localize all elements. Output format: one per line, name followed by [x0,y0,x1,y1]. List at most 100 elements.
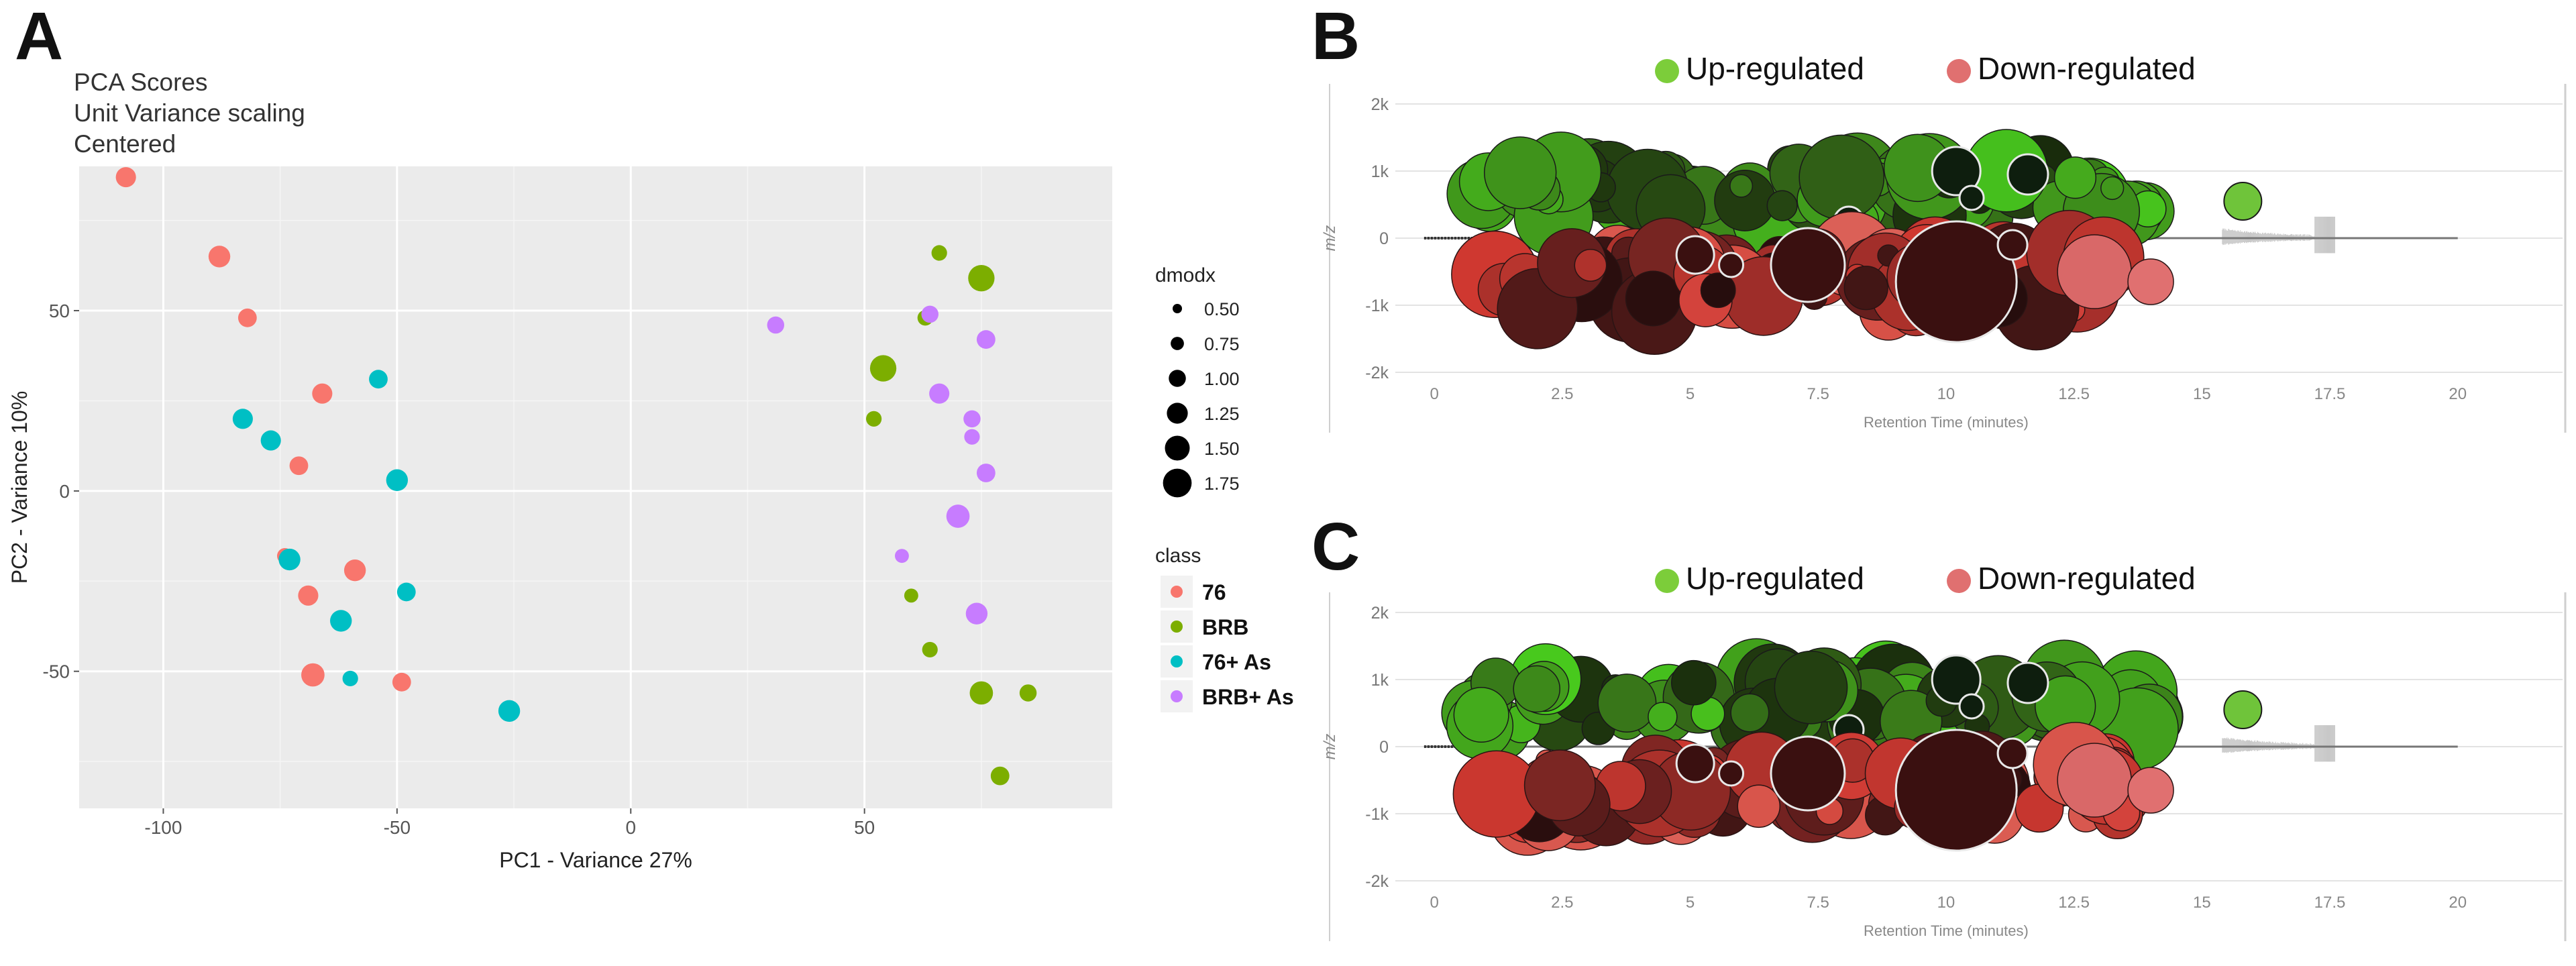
y-tick-label: 1k [1371,162,1389,181]
down-regulated-bubble-highlight [1675,743,1715,784]
y-tick-label: 50 [49,301,70,321]
class-legend-title: class [1155,545,1201,567]
point-brb-as [976,330,996,349]
down-regulated-bubble-highlight [1894,729,2018,852]
down-regulated-bubble [1574,248,1607,282]
panel-label-c: C [1311,509,1360,584]
size-legend-dot [1171,337,1184,350]
y-tick-label: -50 [43,661,70,682]
panel-label-a: A [15,0,64,74]
x-tick-label: 20 [2449,385,2467,403]
down-regulated-bubble [1700,272,1736,309]
up-regulated-bubble [2053,156,2097,199]
point-brb [969,681,994,705]
point-brb-as [963,410,981,428]
legend-dot [1655,59,1679,83]
x-tick-label: 2.5 [1551,894,1573,912]
legend-label: Down-regulated [1978,561,2196,596]
down-regulated-bubble-highlight [1996,737,2029,769]
x-tick-label: 5 [1686,385,1695,403]
point-76-as [498,700,521,722]
size-legend-label: 1.00 [1204,369,1240,389]
bubble-chart-c: -2k -1k 0 1k 2k 0 2.5 5 7.5 10 12.5 15 17.5 20 Retenti… [1321,561,2567,941]
down-regulated-bubble-highlight [1770,735,1846,812]
pca-title-line-2: Unit Variance scaling [74,99,305,127]
bubble-chart-b: -2k -1k 0 1k 2k 0 2.5 5 7.5 10 12.5 15 17.5 20 Retenti… [1321,51,2567,433]
down-regulated-bubble [1625,270,1681,327]
size-legend-label: 1.25 [1204,404,1240,424]
x-tick-label: 5 [1686,894,1695,912]
point-76 [298,585,319,606]
plot-panel-background [79,166,1112,808]
y-tick-label: -2k [1365,364,1389,382]
up-regulated-bubble-highlight [1931,654,1982,705]
pca-chart-title: PCA Scores Unit Variance scaling Centere… [74,67,305,160]
legend-dot [1655,569,1679,593]
x-tick-label: 17.5 [2314,385,2346,403]
point-brb [869,355,897,382]
point-76 [237,308,257,327]
point-brb [904,588,918,603]
class-legend-label: BRB [1202,615,1248,639]
x-tick-label: 12.5 [2058,385,2090,403]
point-76-as [330,610,352,632]
point-brb-as [894,549,909,564]
point-76-as [232,409,253,429]
up-regulated-bubble [1729,174,1754,198]
legend-dot [1947,569,1971,593]
x-tick-label: 0 [1430,894,1438,912]
panel-label-b: B [1311,0,1360,74]
y-axis-label: m/z [1321,734,1339,760]
down-regulated-bubble [1523,749,1596,822]
x-tick-label: 7.5 [1807,894,1829,912]
y-axis-label: m/z [1321,225,1339,252]
up-regulated-bubble [1799,134,1885,221]
x-tick-label: 10 [1937,385,1955,403]
size-legend-label: 0.75 [1204,334,1240,354]
up-regulated-bubble-highlight [1931,146,1982,197]
class-legend-label: 76 [1202,580,1226,604]
class-legend-label: BRB+ As [1202,685,1294,709]
up-regulated-bubble [2100,176,2125,201]
down-regulated-bubble [2057,234,2132,309]
x-tick-label: 20 [2449,894,2467,912]
point-brb-as [921,305,938,323]
y-tick-label: 0 [1379,738,1389,757]
size-legend-dot [1169,370,1186,387]
y-tick-label: 1k [1371,671,1389,690]
x-axis-label: Retention Time (minutes) [1864,414,2029,431]
legend-label: Down-regulated [1978,51,2196,86]
x-tick-label: 17.5 [2314,894,2346,912]
point-76-as [260,430,281,451]
up-regulated-bubble [1453,686,1509,743]
class-legend-dot [1171,621,1183,633]
point-76-as [396,582,416,602]
legend-dot [1947,59,1971,83]
x-tick-label: 50 [854,817,875,838]
up-regulated-bubble [1597,674,1657,733]
point-76-as [342,670,358,687]
up-regulated-bubble-highlight [2006,153,2049,196]
down-regulated-bubble-highlight [1894,220,2018,343]
up-regulated-bubble [2223,690,2263,729]
down-regulated-bubble-highlight [1675,235,1715,275]
x-tick-label: -50 [384,817,411,838]
point-brb-as [976,464,996,482]
up-regulated-bubble [1648,702,1678,732]
point-76 [343,559,366,582]
size-legend-label: 0.50 [1204,299,1240,319]
y-tick-label: 2k [1371,604,1389,623]
size-legend-dot [1163,468,1192,498]
point-brb-as [946,504,970,528]
point-brb-as [929,383,950,404]
down-regulated-bubble-highlight [1770,227,1846,303]
point-76 [301,663,325,687]
point-brb [968,265,995,292]
class-legend-dot [1171,690,1183,702]
x-axis-label: Retention Time (minutes) [1864,922,2029,939]
down-regulated-bubble [1737,784,1781,828]
point-76-as [369,370,388,389]
up-regulated-bubble [1730,693,1770,733]
y-tick-label: 0 [59,481,70,502]
class-legend-dot [1171,655,1183,667]
